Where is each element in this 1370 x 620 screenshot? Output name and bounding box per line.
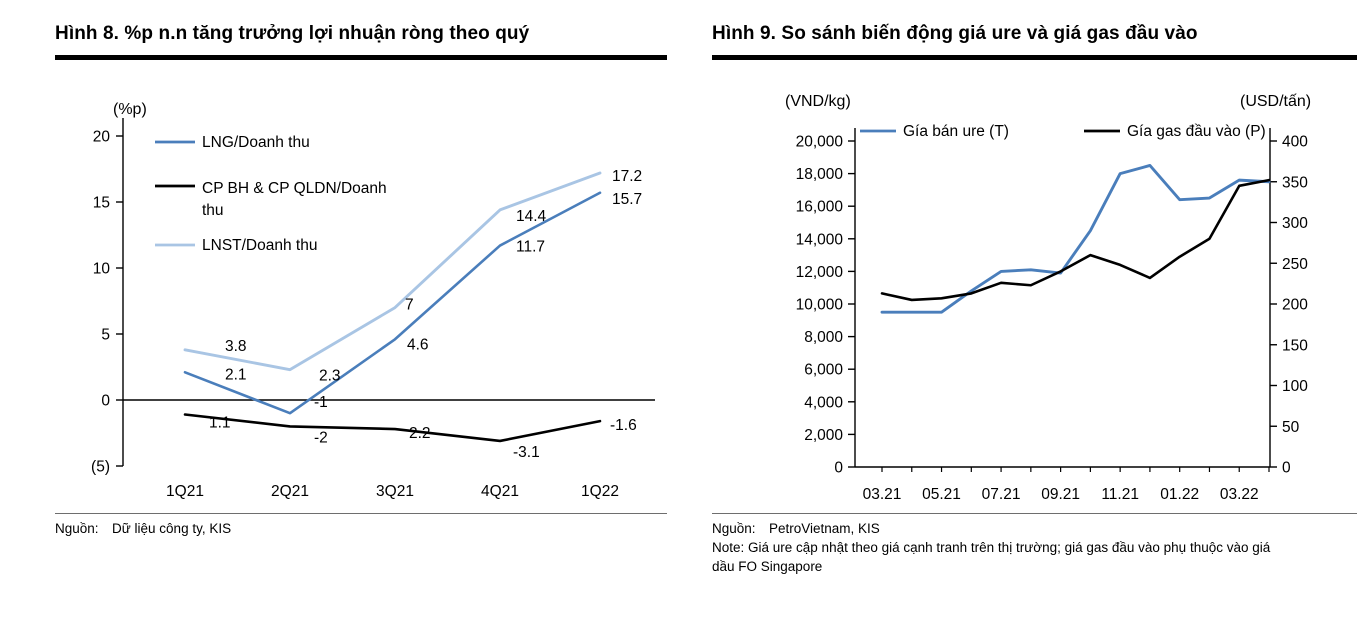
point-label: -1	[314, 394, 328, 411]
figure-9-panel: Hình 9. So sánh biến động giá ure và giá…	[712, 22, 1357, 577]
figure-8-title: Hình 8. %p n.n tăng trưởng lợi nhuận ròn…	[55, 23, 530, 44]
left-tick-label: 6,000	[804, 362, 843, 379]
x-tick-label: 2Q21	[271, 483, 309, 500]
right-tick-label: 150	[1282, 337, 1308, 354]
y-tick-label: 5	[101, 327, 110, 344]
point-label: 15.7	[612, 191, 642, 208]
y-tick-label: 0	[101, 393, 110, 410]
point-label: 3.8	[225, 338, 247, 355]
right-tick-label: 400	[1282, 134, 1308, 151]
figure-8-source-rule	[55, 513, 667, 514]
right-tick-label: 250	[1282, 256, 1308, 273]
left-tick-label: 16,000	[796, 199, 844, 216]
y-tick-label: 10	[93, 261, 111, 278]
y-tick-label: 15	[93, 195, 110, 212]
x-tick-label: 03.21	[863, 486, 902, 503]
figure-9-title-rule	[712, 55, 1357, 60]
series-line-0	[183, 191, 602, 415]
right-tick-label: 100	[1282, 378, 1308, 395]
left-tick-label: 4,000	[804, 394, 843, 411]
figure-9-source-label: Nguồn:	[712, 521, 756, 536]
x-tick-label: 09.21	[1041, 486, 1080, 503]
figure-8-panel: Hình 8. %p n.n tăng trưởng lợi nhuận ròn…	[55, 22, 667, 536]
point-label: 2.1	[225, 366, 247, 383]
y-axis-title: (%p)	[113, 101, 147, 118]
x-tick-label: 11.21	[1101, 486, 1139, 503]
point-label: 1.1	[209, 415, 231, 432]
point-label: -2	[314, 429, 328, 446]
left-tick-label: 14,000	[796, 231, 844, 248]
right-tick-label: 300	[1282, 215, 1308, 232]
x-tick-label: 1Q21	[166, 483, 204, 500]
legend-label: thu	[202, 202, 224, 219]
left-tick-label: 18,000	[796, 166, 844, 183]
x-tick-label: 03.22	[1220, 486, 1259, 503]
series-line-gas	[880, 178, 1271, 302]
right-tick-label: 350	[1282, 174, 1308, 191]
point-label: 2.3	[319, 368, 341, 385]
point-label: 4.6	[407, 336, 429, 353]
left-tick-label: 20,000	[796, 134, 844, 151]
figure-8-source: Nguồn: Dữ liệu công ty, KIS	[55, 521, 667, 536]
series-line-ure	[880, 163, 1271, 314]
series-line-1	[183, 413, 602, 443]
legend-label: LNG/Doanh thu	[202, 134, 310, 151]
point-label: 14.4	[516, 208, 547, 225]
legend-label: CP BH & CP QLDN/Doanh	[202, 180, 387, 197]
figure-8-chart: 20 15 10 5 0 (5) (%p) 1Q21 2Q21 3Q21 4Q21 1Q22 2.1 -1…	[91, 101, 655, 500]
legend-label: Gía gas đầu vào (P)	[1127, 123, 1266, 140]
x-tick-label: 3Q21	[376, 483, 414, 500]
right-tick-label: 200	[1282, 297, 1308, 314]
right-axis-title: (USD/tấn)	[1240, 93, 1311, 110]
point-label: 2.2	[409, 425, 431, 442]
point-label: -1.6	[610, 417, 637, 434]
point-label: 11.7	[516, 239, 545, 256]
point-label: -3.1	[513, 444, 540, 461]
left-tick-label: 2,000	[804, 427, 843, 444]
left-axis-title: (VND/kg)	[785, 93, 851, 110]
series-line-2	[183, 171, 602, 372]
figure-8-source-label: Nguồn:	[55, 521, 99, 536]
left-tick-label: 0	[834, 460, 843, 477]
figure-9-source-rule	[712, 513, 1357, 514]
figure-9-source-text: PetroVietnam, KIS	[769, 521, 880, 536]
right-tick-label: 50	[1282, 419, 1300, 436]
right-tick-label: 0	[1282, 460, 1291, 477]
figure-8-source-text: Dữ liệu công ty, KIS	[112, 521, 232, 536]
figure-9-title: Hình 9. So sánh biến động giá ure và giá…	[712, 23, 1198, 44]
figure-9-chart: 0 2,000 4,000 6,000 8,000 10,000 12,000 14,000 1…	[785, 93, 1311, 503]
y-tick-label: 20	[93, 129, 111, 146]
y-tick-label: (5)	[91, 459, 110, 476]
figure-9-note: Note: Giá ure cập nhật theo giá cạnh tra…	[712, 540, 1271, 574]
x-tick-label: 05.21	[922, 486, 961, 503]
x-tick-label: 01.22	[1160, 486, 1199, 503]
left-tick-label: 10,000	[796, 297, 844, 314]
point-label: 17.2	[612, 168, 642, 185]
legend-label: Gía bán ure (T)	[903, 123, 1009, 140]
figure-8-title-rule	[55, 55, 667, 60]
x-tick-label: 4Q21	[481, 483, 519, 500]
legend-label: LNST/Doanh thu	[202, 237, 317, 254]
figure-9-source: Nguồn: PetroVietnam, KIS	[712, 521, 1357, 536]
x-tick-label: 1Q22	[581, 483, 619, 500]
x-tick-label: 07.21	[982, 486, 1021, 503]
point-label: 7	[405, 297, 414, 314]
left-tick-label: 8,000	[804, 329, 843, 346]
left-tick-label: 12,000	[796, 264, 844, 281]
